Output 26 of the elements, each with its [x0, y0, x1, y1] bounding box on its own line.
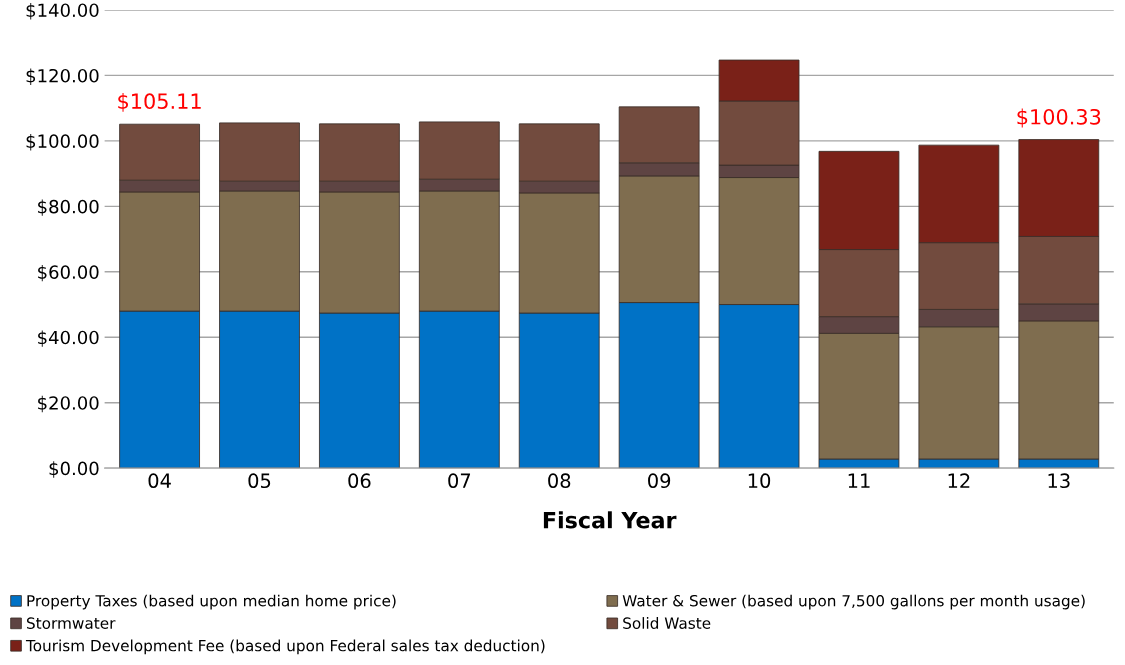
x-tick-label: 09 [648, 473, 671, 489]
x-tick-label: 05 [248, 473, 271, 489]
annotation: $100.33 [1017, 108, 1101, 128]
legend-label: Water & Sewer (based upon 7,500 gallons per month usage) [622, 594, 1085, 610]
y-tick-label: $100.00 [26, 134, 99, 151]
y-tick-label: $140.00 [26, 3, 99, 20]
y-tick-label: $40.00 [38, 330, 99, 347]
x-tick-label: 08 [548, 473, 571, 489]
x-tick-label: 04 [148, 473, 171, 489]
x-tick-label: 11 [848, 473, 870, 488]
x-tick-label: 06 [348, 473, 371, 489]
y-tick-label: $80.00 [38, 199, 99, 216]
x-tick-label: 10 [748, 473, 771, 489]
y-tick-label: $60.00 [38, 264, 99, 282]
legend-label: Tourism Development Fee (based upon Federal sales tax deduction) [25, 639, 545, 655]
x-tick-label: 13 [1048, 473, 1070, 489]
legend-label: Solid Waste [623, 617, 711, 629]
annotation: $105.11 [118, 92, 201, 112]
x-tick-label: 12 [948, 473, 970, 488]
legend-label: Stormwater [26, 617, 116, 629]
y-tick-label: $0.00 [49, 461, 99, 478]
legend-label: Property Taxes (based upon median home price) [27, 594, 396, 610]
y-tick-label: $20.00 [38, 395, 99, 413]
x-tick-label: 07 [448, 473, 471, 489]
y-tick-label: $120.00 [26, 68, 99, 85]
x-axis-title: Fiscal Year [543, 511, 677, 529]
